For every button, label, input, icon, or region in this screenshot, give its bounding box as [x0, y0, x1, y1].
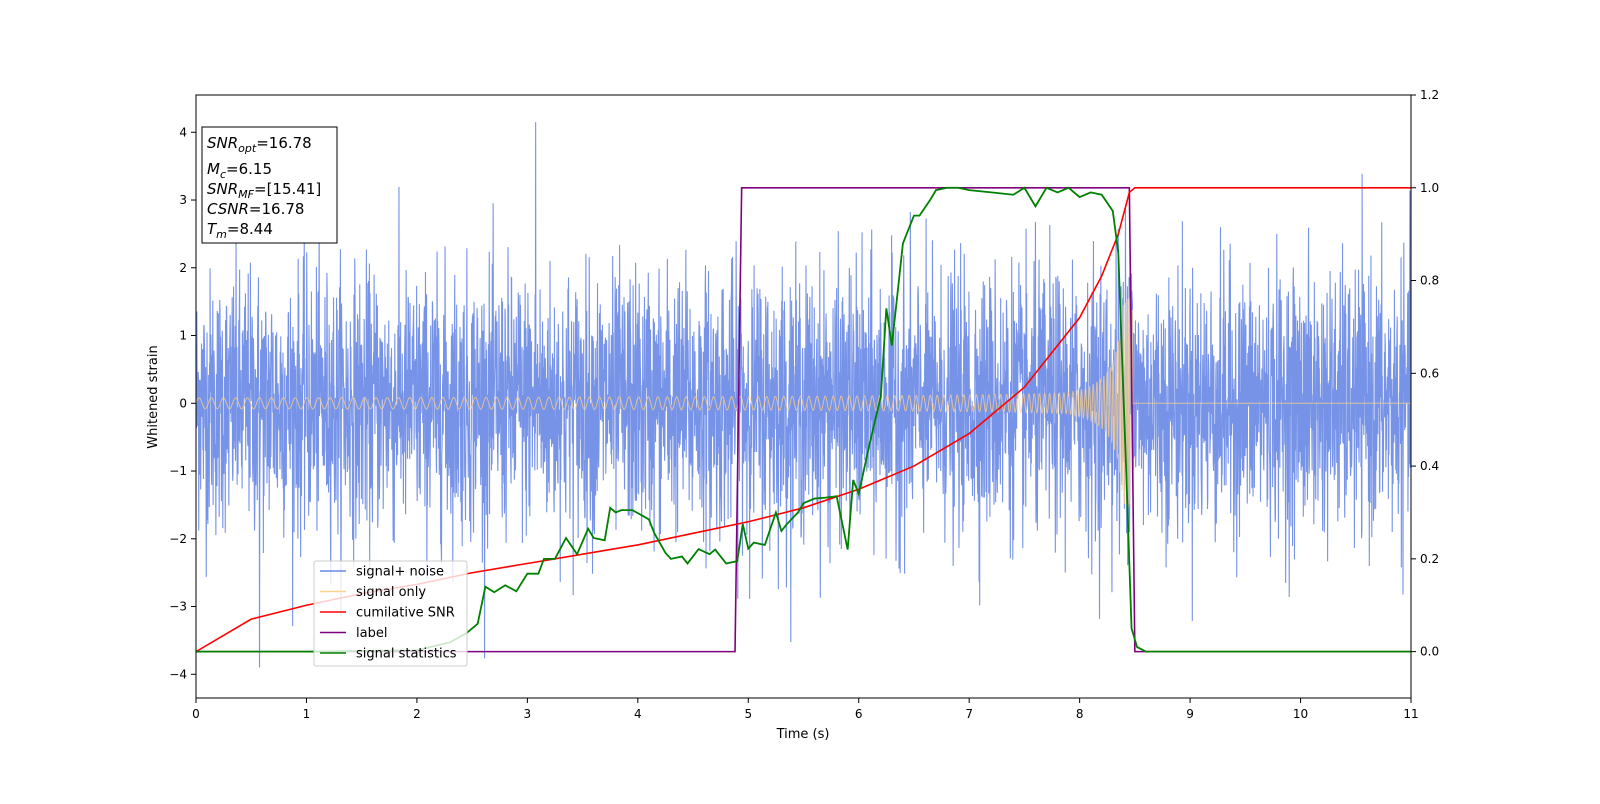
- legend: signal+ noise signal only cumilative SNR la…: [313, 560, 468, 667]
- legend-label: cumilative SNR: [356, 606, 455, 621]
- signal-only-line: [196, 298, 1411, 509]
- x-tick-label: 2: [413, 707, 421, 721]
- y-right-tick-label: 1.2: [1420, 88, 1439, 102]
- y-right-tick-label: 0.4: [1420, 459, 1439, 473]
- x-axis-label: Time (s): [776, 727, 830, 742]
- y-left-tick-label: 2: [179, 261, 187, 275]
- axes: 0 1 2 3 4 5 6 7 8 9 10 11 −4 −3 −2 −1 0 1 2 3 4 0.0 0.2 0.4 0.6 0…: [169, 88, 1439, 721]
- signal-plus-noise-series: [196, 122, 1411, 668]
- y-left-tick-label: 3: [179, 193, 187, 207]
- y-right-tick-label: 1.0: [1420, 181, 1439, 195]
- y-right-tick-label: 0.0: [1420, 645, 1439, 659]
- legend-label: signal+ noise: [356, 565, 444, 580]
- x-tick-label: 7: [965, 707, 973, 721]
- legend-label: signal statistics: [356, 647, 457, 662]
- annotation-frame: [201, 126, 338, 244]
- y-left-tick-label: −4: [169, 667, 187, 681]
- y-right-tick-label: 0.6: [1420, 366, 1439, 380]
- legend-frame: [313, 560, 468, 667]
- signal-only-series: [196, 298, 1411, 509]
- y-right-tick-label: 0.8: [1420, 274, 1439, 288]
- x-tick-label: 0: [192, 707, 200, 721]
- x-tick-label: 6: [855, 707, 863, 721]
- annotation-line: Mc=6.15: [207, 160, 272, 181]
- legend-label: signal only: [356, 585, 426, 600]
- y-left-tick-label: 0: [179, 396, 187, 410]
- annotation-box: SNRopt=16.78 Mc=6.15SNRMF=[15.41]CSNR=16.…: [201, 126, 338, 244]
- x-tick-label: 10: [1293, 707, 1308, 721]
- signal-plus-noise-line: [196, 122, 1411, 668]
- signal-statistics-line: [196, 186, 1411, 653]
- y-left-tick-label: 1: [179, 329, 187, 343]
- x-tick-label: 4: [634, 707, 642, 721]
- y-left-tick-label: −2: [169, 532, 187, 546]
- y-left-tick-label: 4: [179, 125, 187, 139]
- x-tick-label: 3: [524, 707, 532, 721]
- annotation-line: Tm=8.44: [207, 220, 273, 241]
- x-tick-label: 8: [1076, 707, 1084, 721]
- y-left-tick-label: −1: [169, 464, 187, 478]
- plot-frame: [195, 94, 1412, 699]
- x-tick-label: 1: [303, 707, 311, 721]
- annotation-line: SNRMF=[15.41]: [207, 180, 321, 201]
- legend-label: label: [356, 626, 387, 641]
- annotation-line: CSNR=16.78: [207, 200, 304, 218]
- annotation-line: SNRopt=16.78: [207, 134, 312, 155]
- x-tick-label: 5: [744, 707, 752, 721]
- y-axis-label: Whitened strain: [146, 345, 161, 448]
- x-tick-label: 9: [1186, 707, 1194, 721]
- y-right-tick-label: 0.2: [1420, 552, 1439, 566]
- y-left-tick-label: −3: [169, 600, 187, 614]
- x-tick-label: 11: [1403, 707, 1418, 721]
